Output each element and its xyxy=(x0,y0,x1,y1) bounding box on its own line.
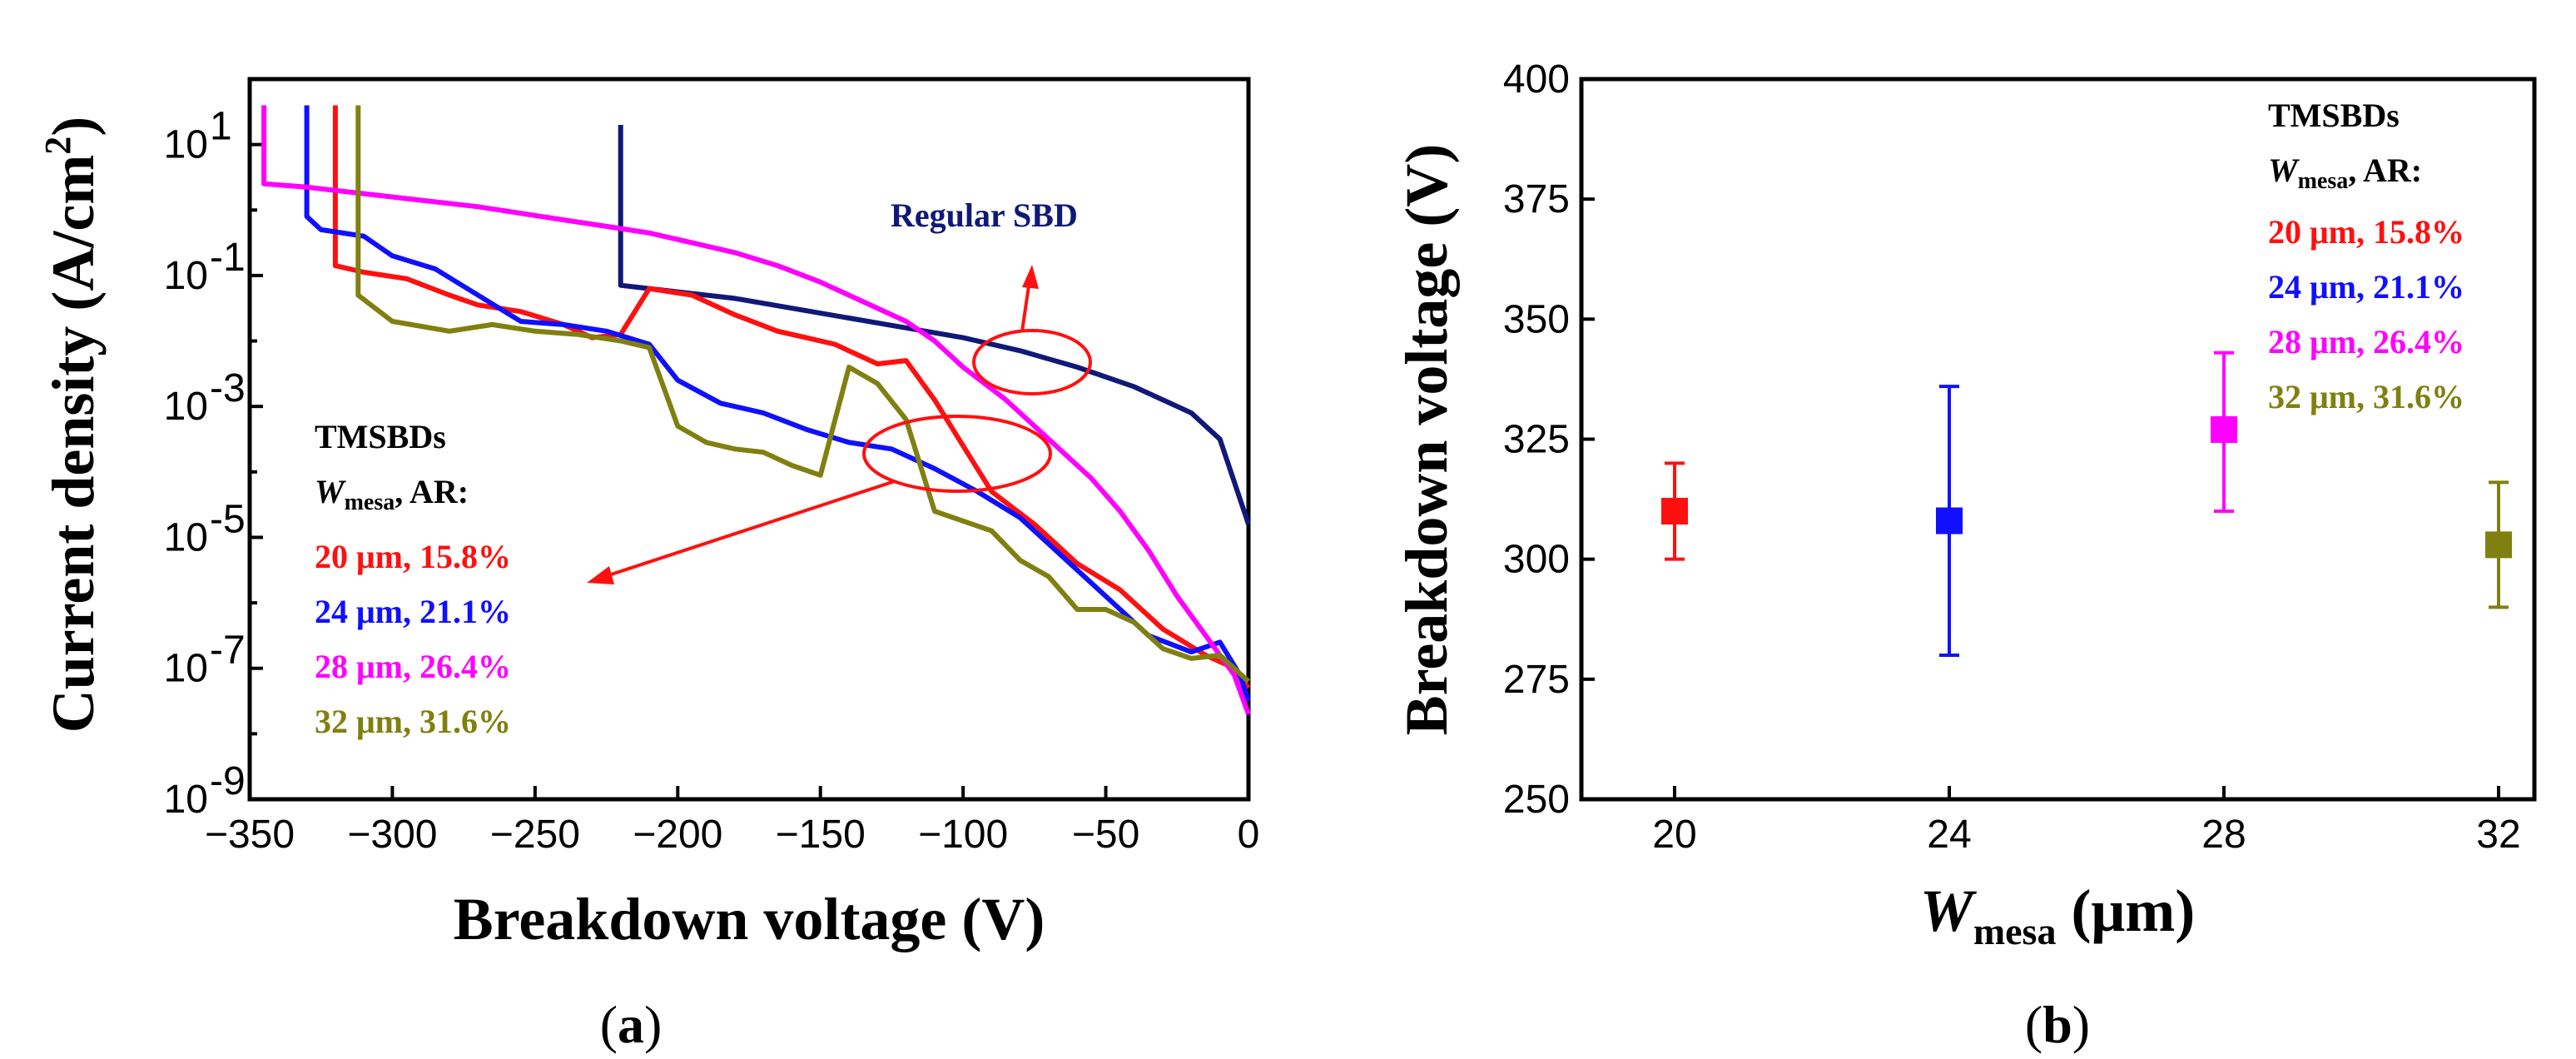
x-tick-label: −150 xyxy=(776,813,866,857)
tmsbd-ellipse xyxy=(862,415,1052,493)
panel-a-x-axis: −350 −300 −250 −200 −150 −100 −50 0 xyxy=(205,786,1259,857)
panel-b-data-points xyxy=(1661,351,2512,657)
x-tick-label: −250 xyxy=(490,813,580,857)
y-tick-exponent: -5 xyxy=(210,497,246,541)
regular-sbd-ellipse xyxy=(972,329,1092,395)
tmsbd-arrowhead xyxy=(587,566,614,584)
panel-a-y-axis-title: Current density (A/cm2) xyxy=(37,117,107,733)
y-tick-exponent: -9 xyxy=(210,759,246,803)
y-tick-exponent: -7 xyxy=(210,629,246,673)
data-point-marker xyxy=(1936,507,1963,534)
x-tick-label: 20 xyxy=(1652,813,1696,857)
y-tick-label: 10 xyxy=(164,515,208,559)
x-tick-label: 0 xyxy=(1238,813,1260,857)
x-tick-label: −300 xyxy=(347,813,437,857)
panel-a-x-axis-title: Breakdown voltage (V) xyxy=(454,886,1045,952)
y-tick-exponent: 1 xyxy=(210,105,232,149)
y-tick-label: 10 xyxy=(164,778,208,822)
x-tick-label: −50 xyxy=(1072,813,1139,857)
x-tick-label: 24 xyxy=(1927,813,1971,857)
data-point-marker xyxy=(2485,531,2512,559)
tmsbd-arrow xyxy=(603,480,896,579)
y-tick-label: 250 xyxy=(1503,778,1570,822)
y-tick-label: 10 xyxy=(164,254,208,298)
series-line xyxy=(261,105,1251,715)
y-tick-label: 375 xyxy=(1503,177,1570,221)
legend-entry: 32 μm, 31.6% xyxy=(2268,378,2464,415)
panel-b-x-axis: 20 24 28 32 xyxy=(1652,786,2521,857)
legend-entry: 28 μm, 26.4% xyxy=(2268,323,2464,360)
regular-sbd-annotation: Regular SBD xyxy=(891,196,1078,234)
y-tick-label: 275 xyxy=(1503,658,1570,702)
y-tick-label: 350 xyxy=(1503,297,1570,341)
panel-b-x-axis-title: Wmesa (μm) xyxy=(1920,878,2195,952)
x-tick-label: 28 xyxy=(2201,813,2246,857)
x-tick-label: −350 xyxy=(205,813,295,857)
y-tick-exponent: -1 xyxy=(210,236,246,280)
panel-b-y-axis: 250 275 300 325 350 375 400 xyxy=(1503,57,1595,822)
x-tick-label: −200 xyxy=(633,813,722,857)
legend-subtitle: Wmesa, AR: xyxy=(315,473,469,515)
series-line xyxy=(355,105,1251,684)
series-line xyxy=(332,105,1251,690)
panel-b-y-axis-title: Breakdown voltage (V) xyxy=(1393,144,1460,736)
y-tick-label: 10 xyxy=(164,385,208,429)
legend-entry: 24 μm, 21.1% xyxy=(2268,268,2464,306)
legend-title: TMSBDs xyxy=(315,418,446,455)
legend-title: TMSBDs xyxy=(2268,97,2400,134)
data-point-marker xyxy=(2211,415,2237,443)
legend-entry: 32 μm, 31.6% xyxy=(315,703,511,740)
panel-a-line-chart: −350 −300 −250 −200 −150 −100 −50 0 10 -910 -710-… xyxy=(37,77,1259,1054)
legend-entry: 28 μm, 26.4% xyxy=(315,648,511,685)
panel-b-errorbar-chart: 20 24 28 32 250 275 300 325 350 375 400 TMSBDs Wm… xyxy=(1393,57,2537,1054)
panel-a-plot-frame xyxy=(247,77,1251,802)
legend-subtitle: Wmesa, AR: xyxy=(2268,152,2422,194)
panel-b-legend: TMSBDs Wmesa, AR: 20 μm, 15.8% 24 μm, 21… xyxy=(2268,97,2464,415)
series-line xyxy=(618,125,1251,525)
x-tick-label: −100 xyxy=(918,813,1008,857)
y-tick-label: 400 xyxy=(1503,57,1570,102)
x-tick-label: 32 xyxy=(2476,813,2520,857)
data-point-marker xyxy=(1661,498,1688,525)
panel-a-caption: (a) xyxy=(600,995,663,1054)
legend-entry: 20 μm, 15.8% xyxy=(2268,213,2464,251)
panel-a-legend: TMSBDs Wmesa, AR: 20 μm, 15.8% 24 μm, 21… xyxy=(315,418,511,740)
y-tick-label: 10 xyxy=(164,123,208,167)
regular-sbd-arrowhead xyxy=(1022,265,1039,289)
y-tick-label: 10 xyxy=(164,647,208,691)
y-tick-label: 325 xyxy=(1503,418,1570,462)
y-tick-exponent: -3 xyxy=(210,366,246,410)
panel-a-series-lines xyxy=(261,105,1251,715)
y-tick-label: 300 xyxy=(1503,538,1570,582)
legend-entry: 20 μm, 15.8% xyxy=(315,538,511,575)
panel-b-caption: (b) xyxy=(2025,995,2090,1054)
legend-entry: 24 μm, 21.1% xyxy=(315,593,511,630)
